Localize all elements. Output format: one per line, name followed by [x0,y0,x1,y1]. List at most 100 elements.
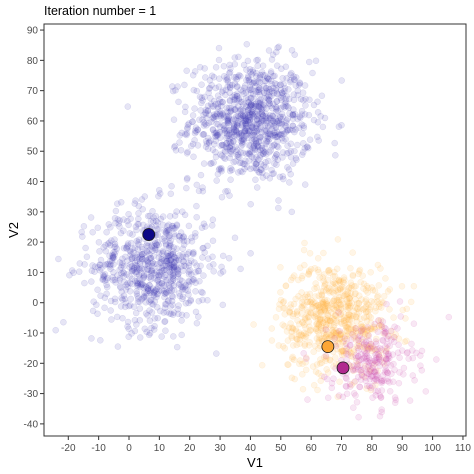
data-point [107,297,115,305]
data-point [390,360,397,368]
data-point [96,248,103,255]
data-point [262,159,269,166]
data-point [256,103,263,111]
data-point [274,107,281,115]
data-point [246,113,253,121]
data-point [213,131,221,139]
data-point [263,94,270,102]
data-point [285,95,293,103]
data-point [411,377,418,384]
data-point [274,44,281,52]
data-point [376,412,384,420]
data-point [345,351,352,358]
data-point [236,159,244,167]
data-point [290,96,298,104]
data-point [227,131,235,139]
data-point [227,139,234,147]
data-point [216,128,224,136]
data-point [257,117,265,125]
data-point [285,149,292,156]
data-point [248,86,256,93]
data-point [342,382,350,390]
data-point [247,86,254,93]
data-point [234,151,242,158]
y-tick-label: 80 [27,56,39,67]
data-point [76,260,84,267]
data-point [240,61,248,69]
data-point [231,94,239,101]
data-point [299,360,306,368]
data-point [280,90,287,98]
data-point [242,117,249,125]
data-point [94,224,102,232]
data-point [249,111,256,118]
data-point [245,76,253,84]
data-point [270,122,278,130]
data-point [218,167,225,175]
data-point [112,279,119,286]
data-point [80,223,88,230]
data-point [372,307,379,315]
data-point [307,265,315,273]
data-point [214,105,222,112]
data-point [178,129,185,137]
data-point [174,83,181,90]
data-point [305,58,313,66]
data-point [238,106,245,114]
data-point [381,369,389,376]
data-point [307,309,315,317]
data-point [221,155,229,162]
data-point [242,89,250,96]
data-point [249,67,257,74]
data-point [171,142,179,150]
data-point [147,286,155,293]
data-point [126,288,134,295]
data-point [159,262,167,270]
data-point [219,110,227,117]
data-point [333,319,340,326]
data-point [255,78,262,85]
data-point [220,154,228,161]
data-point [225,112,232,120]
data-point [162,327,169,334]
y-tick-label: -40 [24,419,39,430]
data-point [201,65,208,72]
data-point [374,261,382,269]
data-point [150,270,158,277]
data-point [263,137,270,145]
data-point [196,63,204,71]
data-point [199,97,206,104]
data-point [183,130,191,137]
data-point [290,73,297,80]
data-point [246,119,254,126]
data-point [368,298,375,305]
data-point [235,71,243,79]
data-point [245,111,252,119]
data-point [209,146,217,153]
data-point [243,150,250,158]
data-point [335,123,343,130]
data-point [163,228,170,236]
data-point [374,328,382,336]
data-point [219,111,226,119]
data-point [133,268,141,276]
data-point [222,143,230,151]
data-point [244,113,252,120]
data-point [246,102,254,110]
data-point [241,128,248,135]
data-point [226,143,233,151]
data-point [282,96,289,103]
data-point [237,106,244,113]
data-point [246,148,254,155]
data-point [226,68,234,76]
y-tick-label: 70 [27,86,39,97]
data-point [240,112,247,119]
data-point [228,142,235,150]
data-point [264,133,271,140]
data-point [185,120,193,127]
data-point [230,126,238,133]
data-point [148,243,156,250]
data-point [237,130,245,137]
data-point [266,115,274,123]
data-point [289,111,296,119]
